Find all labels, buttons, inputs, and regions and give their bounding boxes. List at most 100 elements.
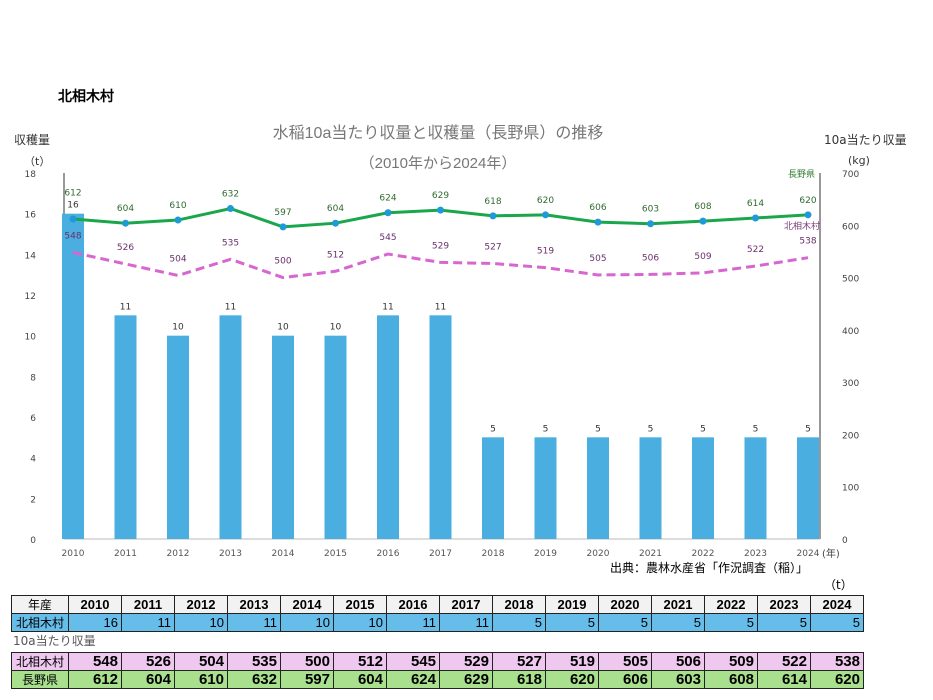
left-tick-label: 8 xyxy=(30,373,36,383)
series-label: 535 xyxy=(222,238,239,248)
harvest-cell: 5 xyxy=(704,613,758,632)
pref-yield-cell: 629 xyxy=(439,670,493,689)
series-point xyxy=(437,206,444,214)
bar xyxy=(377,315,399,539)
right-tick-label: 100 xyxy=(842,484,859,494)
bar-label: 11 xyxy=(120,302,131,312)
series-point xyxy=(752,214,759,222)
left-tick-label: 10 xyxy=(25,333,37,343)
x-tick-label: 2016 xyxy=(377,549,400,559)
year-cell: 2022 xyxy=(704,595,758,614)
bar xyxy=(692,437,714,539)
series-label: 624 xyxy=(379,194,396,204)
harvest-cell: 11 xyxy=(121,613,175,632)
table-unit: （t） xyxy=(824,578,853,592)
bar xyxy=(219,315,242,539)
village-yield-cell: 538 xyxy=(810,652,864,671)
series-label: 620 xyxy=(799,196,816,206)
series-label: 538 xyxy=(799,237,816,247)
series-point xyxy=(542,211,549,219)
series-point xyxy=(279,223,287,231)
series-point xyxy=(227,205,234,213)
series-label: 629 xyxy=(432,191,449,201)
legend-village: 北相木村 xyxy=(784,220,820,232)
series-label: 512 xyxy=(327,250,344,260)
pref-yield-cell: 620 xyxy=(545,670,599,689)
village-yield-cell: 512 xyxy=(333,652,387,671)
series-label: 604 xyxy=(117,204,134,214)
village-row-label: 北相木村 xyxy=(11,652,69,671)
bar xyxy=(744,437,767,539)
harvest-cell: 5 xyxy=(545,613,599,632)
source-note: 出典：農林水産省「作況調査（稲）」 xyxy=(610,561,809,575)
right-tick-label: 600 xyxy=(842,222,859,232)
series-label: 522 xyxy=(747,245,764,255)
series-label: 548 xyxy=(64,231,81,241)
pref-yield-cell: 606 xyxy=(598,670,652,689)
x-tick-label: 2020 xyxy=(587,549,610,559)
bar-label: 11 xyxy=(225,302,236,312)
series-point xyxy=(69,215,77,223)
x-tick-label: 2022 xyxy=(692,549,715,559)
bar-label: 5 xyxy=(805,424,811,434)
series-label: 509 xyxy=(694,252,711,262)
series-point xyxy=(174,216,182,224)
series-label: 604 xyxy=(327,204,344,214)
bar xyxy=(587,437,609,539)
left-tick-label: 14 xyxy=(25,251,37,261)
series-point xyxy=(804,211,812,219)
year-cell: 2010 xyxy=(68,595,122,614)
bar-label: 11 xyxy=(382,302,393,312)
village-yield-cell: 535 xyxy=(227,652,281,671)
pref-yield-cell: 610 xyxy=(174,670,228,689)
harvest-cell: 11 xyxy=(439,613,493,632)
series-label: 603 xyxy=(642,205,659,215)
x-tick-label: 2019 xyxy=(534,549,557,559)
series-label: 505 xyxy=(589,254,606,264)
harvest-cell: 5 xyxy=(651,613,705,632)
chart-title: 水稲10a当たり収量と収穫量（長野県）の推移 xyxy=(273,124,604,142)
left-tick-label: 12 xyxy=(25,292,36,302)
harvest-cell: 5 xyxy=(492,613,546,632)
series-point xyxy=(699,217,707,225)
left-axis-label: 収穫量 xyxy=(14,133,50,147)
bar xyxy=(324,335,347,539)
x-tick-label: 2021 xyxy=(639,549,662,559)
series-label: 506 xyxy=(642,253,659,263)
left-tick-label: 2 xyxy=(30,495,36,505)
village-yield-cell: 506 xyxy=(651,652,705,671)
harvest-cell: 5 xyxy=(810,613,864,632)
right-tick-label: 500 xyxy=(842,275,859,285)
year-cell: 2024 xyxy=(810,595,864,614)
x-tick-label: 2010 xyxy=(62,549,85,559)
right-axis-unit: (kg) xyxy=(848,154,870,167)
bar xyxy=(429,315,452,539)
village-yield-cell: 500 xyxy=(280,652,334,671)
pref-yield-cell: 620 xyxy=(810,670,864,689)
x-tick-label: 2017 xyxy=(429,549,452,559)
right-tick-label: 0 xyxy=(842,536,848,546)
left-tick-label: 4 xyxy=(30,455,36,465)
x-tick-label: 2015 xyxy=(324,549,347,559)
bar xyxy=(167,335,189,539)
harvest-cell: 11 xyxy=(227,613,281,632)
right-axis-label: 10a当たり収量 xyxy=(824,133,907,147)
harvest-cell: 16 xyxy=(68,613,122,632)
bar-label: 10 xyxy=(277,323,289,333)
bar-label: 5 xyxy=(490,424,496,434)
left-tick-label: 6 xyxy=(30,414,36,424)
pref-yield-cell: 597 xyxy=(280,670,334,689)
village-yield-cell: 548 xyxy=(68,652,122,671)
left-tick-label: 0 xyxy=(30,536,36,546)
bar xyxy=(114,315,137,539)
right-tick-label: 300 xyxy=(842,379,859,389)
bar-label: 5 xyxy=(595,424,601,434)
pref-yield-cell: 632 xyxy=(227,670,281,689)
bar-label: 5 xyxy=(700,424,706,434)
series-point xyxy=(489,212,497,220)
pref-yield-cell: 612 xyxy=(68,670,122,689)
x-tick-label: 2013 xyxy=(219,549,242,559)
pref-yield-cell: 624 xyxy=(386,670,440,689)
year-cell: 2020 xyxy=(598,595,652,614)
harvest-cell: 10 xyxy=(280,613,334,632)
